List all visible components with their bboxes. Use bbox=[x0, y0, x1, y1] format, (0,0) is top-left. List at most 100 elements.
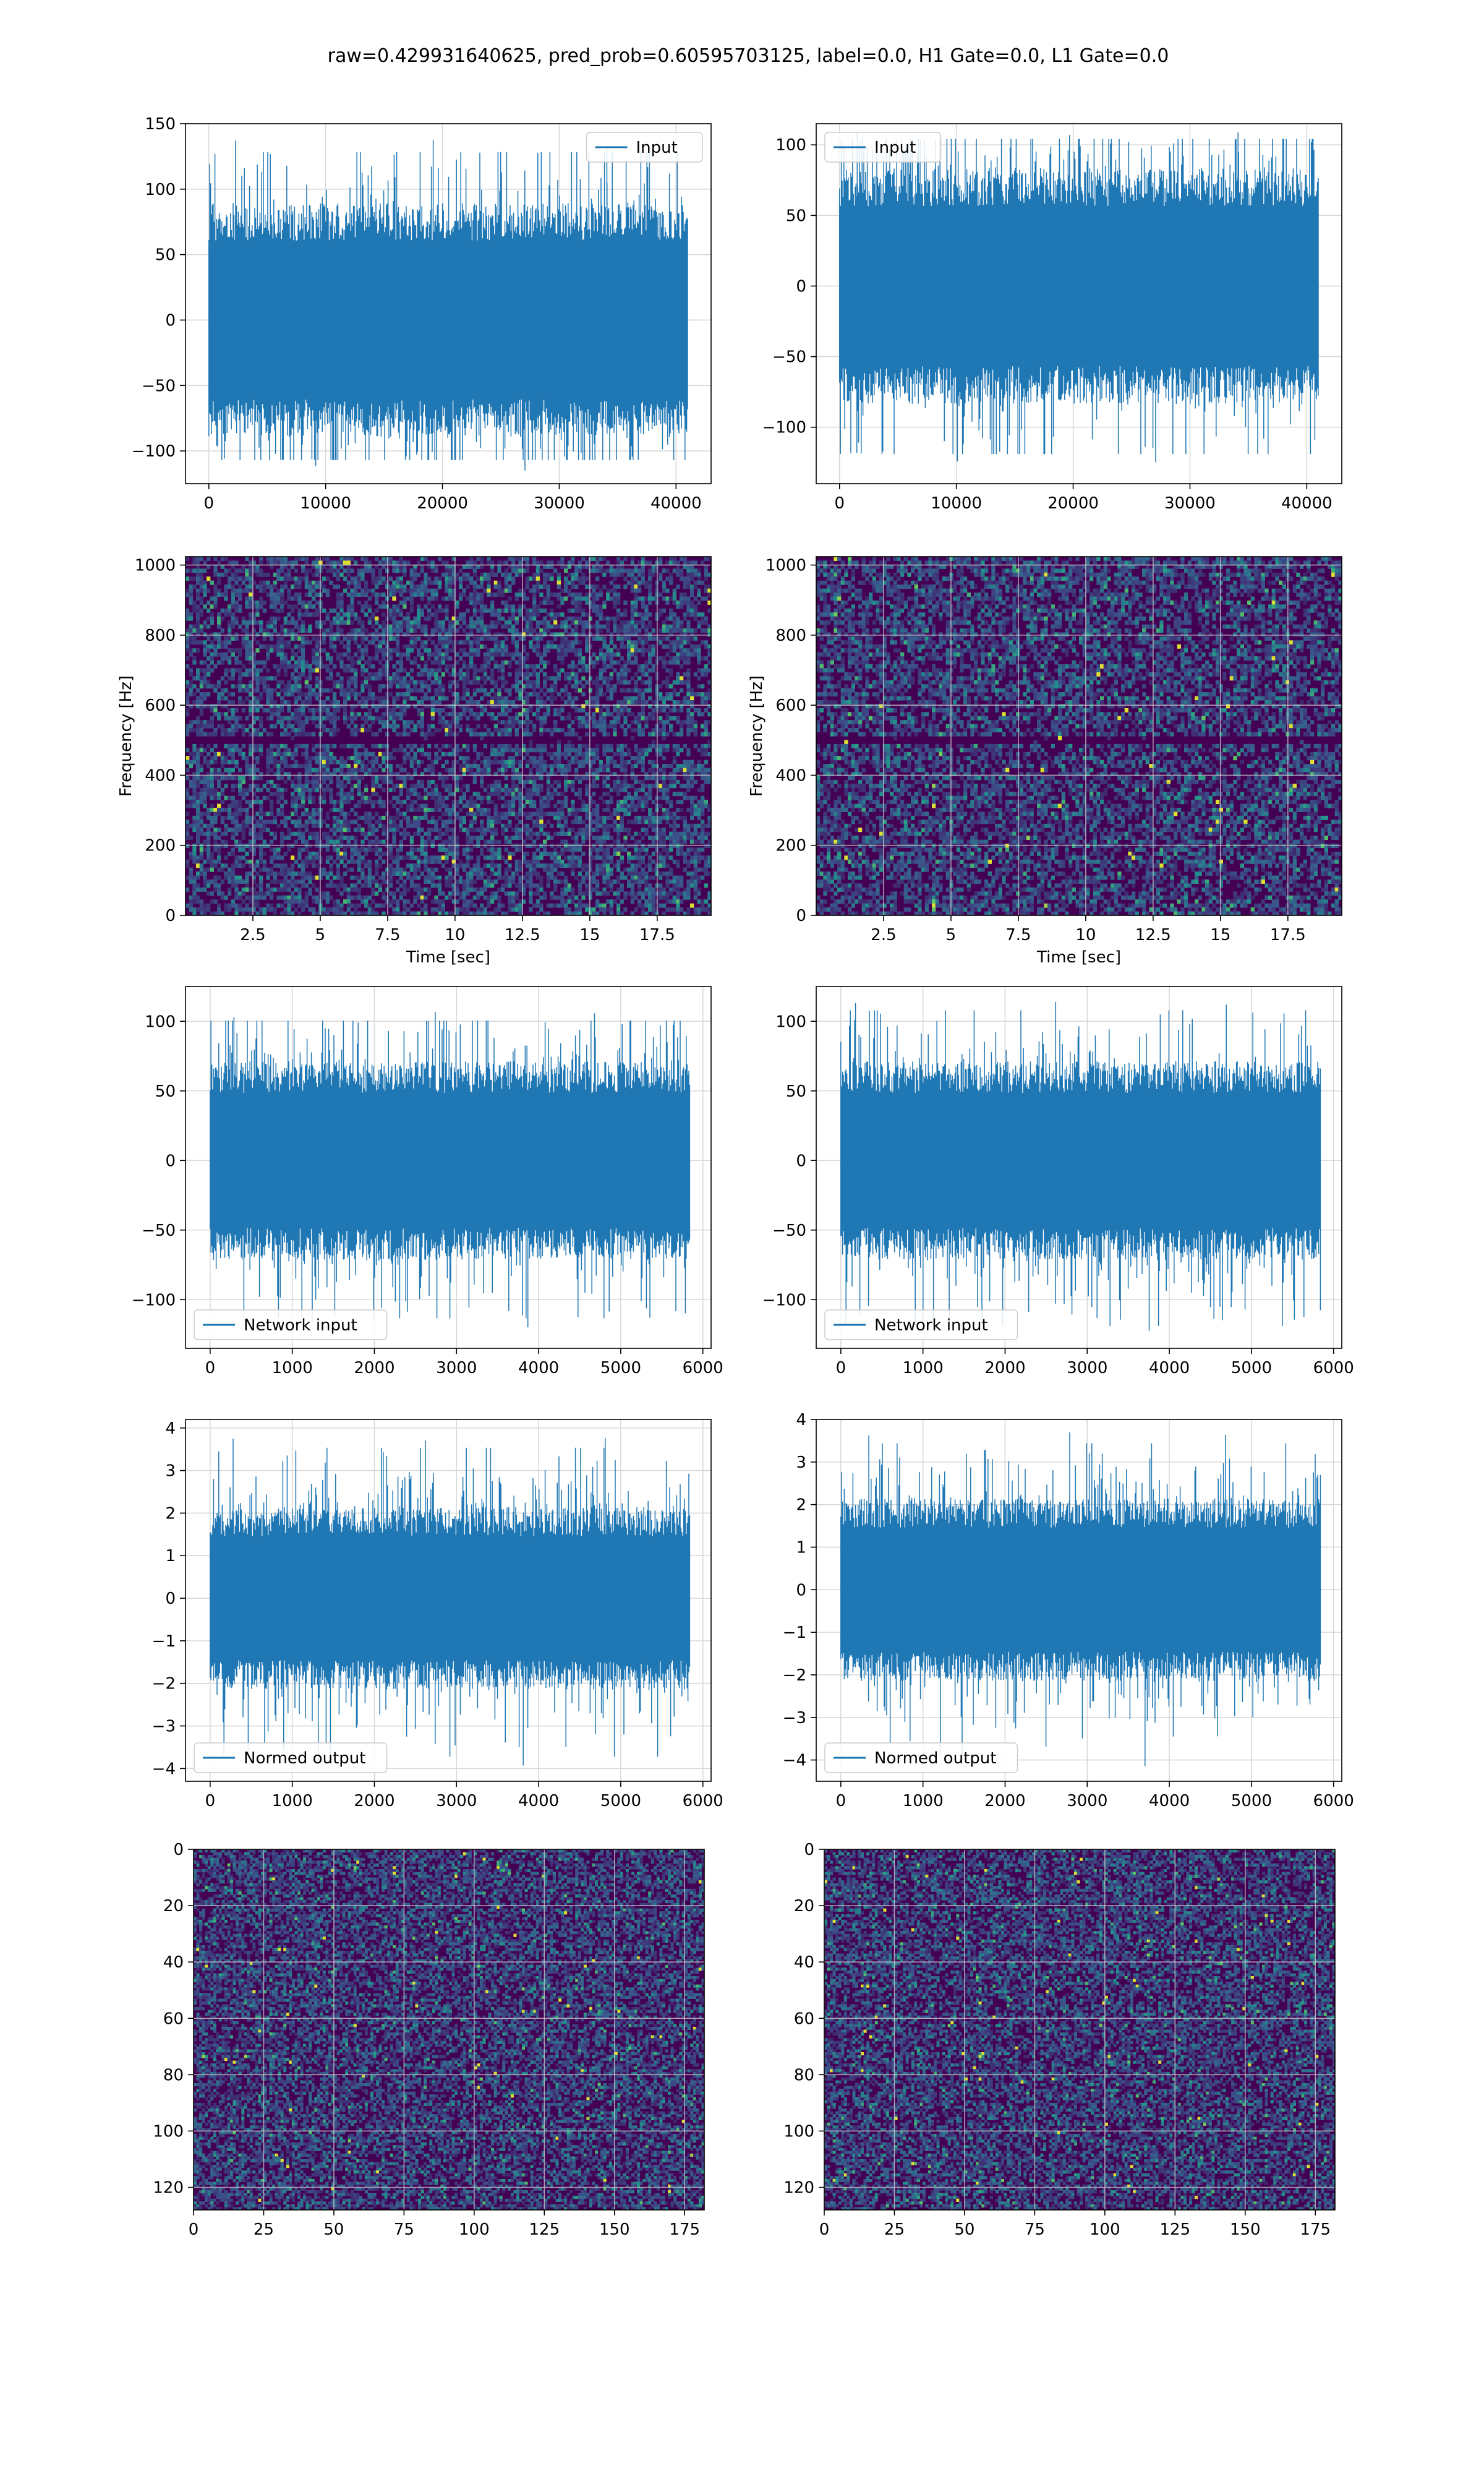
heatmap-cell bbox=[189, 684, 193, 689]
heatmap-cell bbox=[574, 748, 579, 753]
heatmap-cell bbox=[623, 568, 628, 573]
heatmap-cell bbox=[543, 684, 547, 689]
heatmap-cell bbox=[564, 756, 568, 761]
heatmap-cell bbox=[472, 732, 477, 737]
heatmap-cell bbox=[388, 652, 393, 657]
heatmap-cell bbox=[659, 692, 663, 697]
heatmap-cell bbox=[697, 748, 701, 753]
heatmap-cell bbox=[241, 756, 245, 761]
heatmap-cell bbox=[420, 708, 424, 713]
heatmap-cell bbox=[339, 787, 344, 792]
heatmap-cell bbox=[623, 743, 628, 748]
heatmap-cell bbox=[220, 572, 224, 577]
heatmap-cell bbox=[399, 608, 403, 613]
heatmap-cell bbox=[364, 696, 369, 701]
heatmap-cell bbox=[301, 764, 305, 769]
heatmap-cell bbox=[336, 560, 340, 565]
heatmap-cell bbox=[371, 779, 375, 784]
heatmap-cell bbox=[207, 680, 211, 685]
heatmap-cell bbox=[249, 668, 253, 673]
heatmap-cell bbox=[213, 688, 218, 693]
heatmap-cell bbox=[280, 628, 284, 633]
heatmap-cell bbox=[228, 748, 232, 753]
heatmap-cell bbox=[186, 568, 190, 573]
heatmap-cell bbox=[238, 672, 242, 677]
heatmap-cell bbox=[451, 588, 456, 593]
heatmap-cell bbox=[641, 680, 645, 685]
heatmap-cell bbox=[312, 776, 316, 781]
heatmap-cell bbox=[441, 628, 445, 633]
heatmap-cell bbox=[346, 779, 351, 784]
heatmap-cell bbox=[690, 564, 694, 569]
heatmap-cell bbox=[430, 628, 435, 633]
heatmap-cell bbox=[234, 708, 239, 713]
heatmap-cell bbox=[406, 692, 411, 697]
heatmap-cell bbox=[497, 704, 501, 709]
heatmap-cell bbox=[445, 664, 449, 669]
heatmap-cell bbox=[665, 636, 670, 641]
heatmap-cell bbox=[514, 557, 519, 561]
heatmap-cell bbox=[567, 616, 571, 621]
heatmap-cell bbox=[199, 576, 203, 581]
heatmap-cell bbox=[322, 728, 326, 733]
heatmap-cell bbox=[297, 600, 302, 605]
heatmap-cell bbox=[630, 728, 634, 733]
heatmap-cell bbox=[487, 557, 491, 561]
heatmap-cell bbox=[417, 584, 421, 589]
heatmap-cell bbox=[550, 676, 554, 681]
heatmap-cell bbox=[297, 680, 302, 685]
heatmap-cell bbox=[378, 672, 382, 677]
heatmap-cell bbox=[308, 676, 312, 681]
heatmap-cell bbox=[672, 784, 676, 789]
heatmap-cell bbox=[336, 700, 340, 704]
heatmap-cell bbox=[417, 572, 421, 577]
heatmap-cell bbox=[514, 704, 519, 709]
heatmap-cell bbox=[448, 628, 453, 633]
heatmap-cell bbox=[518, 680, 522, 685]
heatmap-cell bbox=[556, 743, 561, 748]
heatmap-cell bbox=[448, 720, 453, 725]
heatmap-cell bbox=[669, 628, 673, 633]
heatmap-cell bbox=[620, 784, 624, 789]
heatmap-cell bbox=[497, 584, 501, 589]
heatmap-cell bbox=[409, 660, 414, 665]
heatmap-cell bbox=[375, 616, 379, 621]
heatmap-cell bbox=[186, 576, 190, 581]
heatmap-cell bbox=[693, 768, 697, 773]
heatmap-cell bbox=[294, 580, 298, 585]
heatmap-cell bbox=[192, 772, 197, 776]
heatmap-cell bbox=[364, 588, 369, 593]
heatmap-cell bbox=[690, 760, 694, 764]
heatmap-cell bbox=[399, 776, 403, 781]
heatmap-cell bbox=[599, 688, 603, 693]
heatmap-cell bbox=[595, 756, 600, 761]
heatmap-cell bbox=[550, 764, 554, 769]
heatmap-cell bbox=[623, 700, 628, 704]
heatmap-cell bbox=[599, 760, 603, 764]
heatmap-cell bbox=[466, 688, 470, 693]
heatmap-cell bbox=[297, 772, 302, 776]
heatmap-cell bbox=[378, 688, 382, 693]
heatmap-cell bbox=[448, 576, 453, 581]
heatmap-cell bbox=[585, 776, 589, 781]
heatmap-cell bbox=[556, 740, 561, 745]
heatmap-cell bbox=[659, 576, 663, 581]
heatmap-cell bbox=[357, 616, 361, 621]
heatmap-cell bbox=[532, 557, 537, 561]
heatmap-cell bbox=[535, 572, 540, 577]
heatmap-cell bbox=[203, 732, 207, 737]
heatmap-cell bbox=[672, 616, 676, 621]
heatmap-cell bbox=[669, 776, 673, 781]
heatmap-cell bbox=[234, 608, 239, 613]
heatmap-cell bbox=[241, 776, 245, 781]
heatmap-cell bbox=[245, 624, 249, 629]
heatmap-cell bbox=[280, 732, 284, 737]
heatmap-cell bbox=[644, 776, 649, 781]
heatmap-cell bbox=[231, 712, 235, 717]
heatmap-cell bbox=[567, 560, 571, 565]
heatmap-cell bbox=[213, 557, 218, 561]
heatmap-cell bbox=[322, 700, 326, 704]
heatmap-cell bbox=[693, 672, 697, 677]
heatmap-cell bbox=[336, 604, 340, 609]
heatmap-cell bbox=[424, 576, 428, 581]
